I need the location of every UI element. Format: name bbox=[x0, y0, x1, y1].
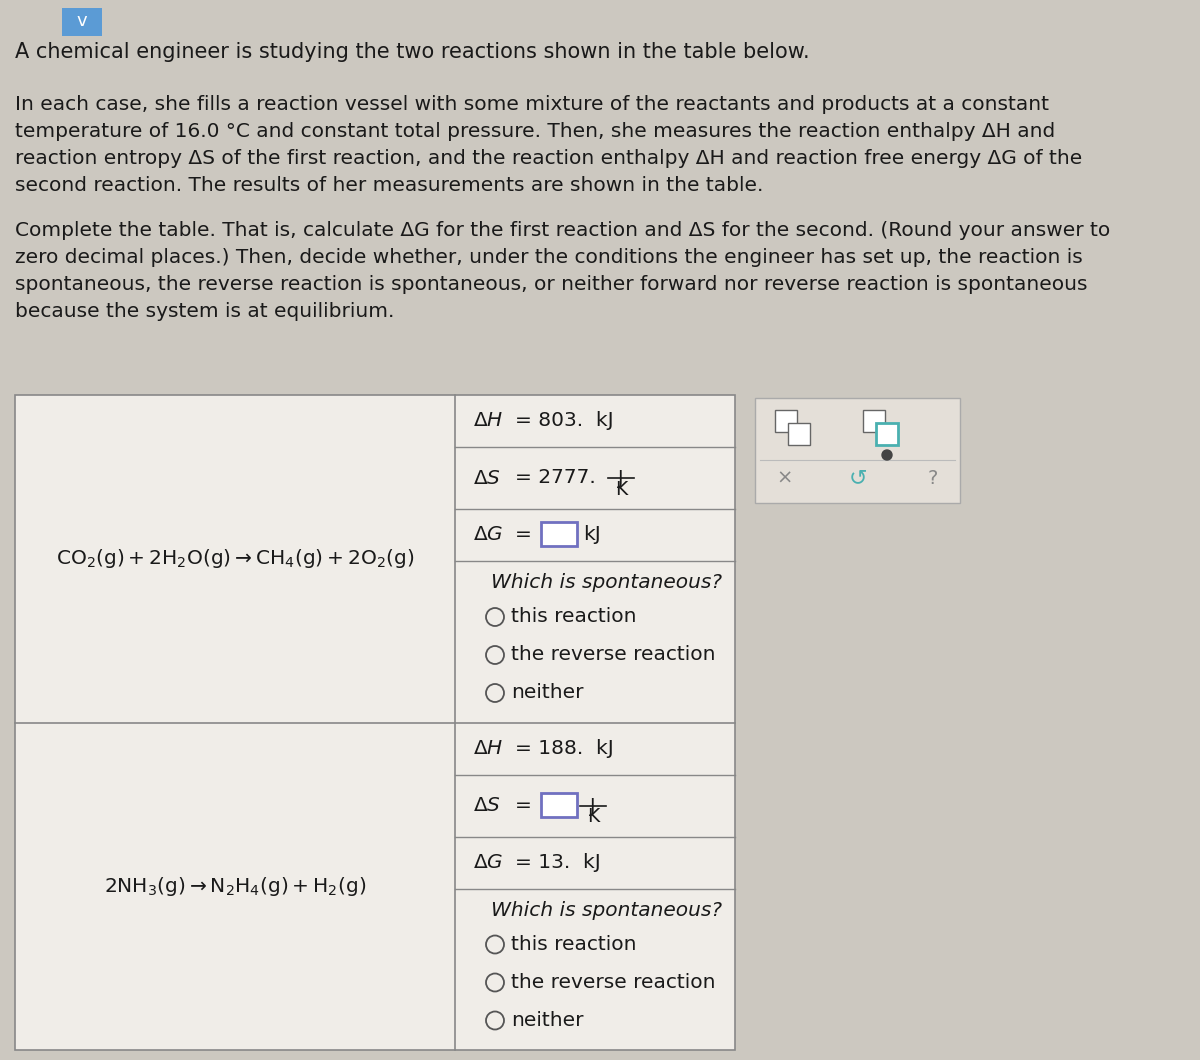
Text: ×: × bbox=[776, 469, 793, 488]
Text: reaction entropy ΔS of the first reaction, and the reaction enthalpy ΔH and reac: reaction entropy ΔS of the first reactio… bbox=[14, 149, 1082, 167]
Text: J: J bbox=[590, 796, 595, 815]
Text: the reverse reaction: the reverse reaction bbox=[511, 644, 715, 664]
Text: because the system is at equilibrium.: because the system is at equilibrium. bbox=[14, 302, 395, 321]
Text: $\Delta S$: $\Delta S$ bbox=[473, 796, 500, 815]
Text: kJ: kJ bbox=[583, 525, 601, 544]
Text: = 803.  kJ: = 803. kJ bbox=[515, 411, 613, 430]
Text: second reaction. The results of her measurements are shown in the table.: second reaction. The results of her meas… bbox=[14, 176, 763, 195]
Text: neither: neither bbox=[511, 683, 583, 702]
Text: this reaction: this reaction bbox=[511, 607, 636, 626]
Text: $\Delta G$: $\Delta G$ bbox=[473, 853, 503, 872]
Bar bbox=[541, 522, 577, 546]
Bar bbox=[62, 8, 102, 36]
Bar bbox=[14, 395, 734, 1050]
Bar bbox=[788, 423, 810, 445]
Bar bbox=[541, 793, 577, 816]
Text: $\Delta S$: $\Delta S$ bbox=[473, 469, 500, 488]
Text: = 13.  kJ: = 13. kJ bbox=[515, 852, 601, 871]
Text: K: K bbox=[614, 480, 628, 499]
Text: J: J bbox=[618, 469, 624, 488]
Text: $\mathrm{CO_2(g) + 2H_2O(g) \rightarrow CH_4(g) + 2O_2(g)}$: $\mathrm{CO_2(g) + 2H_2O(g) \rightarrow … bbox=[55, 547, 414, 570]
Text: Complete the table. That is, calculate ΔG for the first reaction and ΔS for the : Complete the table. That is, calculate Δ… bbox=[14, 220, 1110, 240]
Text: = 2777.: = 2777. bbox=[515, 469, 595, 487]
Bar bbox=[775, 410, 797, 432]
Text: neither: neither bbox=[511, 1010, 583, 1029]
Text: = 188.  kJ: = 188. kJ bbox=[515, 739, 613, 758]
Circle shape bbox=[882, 450, 892, 460]
Text: the reverse reaction: the reverse reaction bbox=[511, 972, 715, 991]
Text: =: = bbox=[515, 795, 532, 814]
Text: this reaction: this reaction bbox=[511, 935, 636, 954]
Text: $\Delta H$: $\Delta H$ bbox=[473, 411, 503, 430]
Text: $\mathrm{2NH_3(g) \rightarrow N_2H_4(g) + H_2(g)}$: $\mathrm{2NH_3(g) \rightarrow N_2H_4(g) … bbox=[104, 874, 366, 898]
Text: $\Delta G$: $\Delta G$ bbox=[473, 526, 503, 545]
Text: ?: ? bbox=[928, 469, 938, 488]
Text: spontaneous, the reverse reaction is spontaneous, or neither forward nor reverse: spontaneous, the reverse reaction is spo… bbox=[14, 275, 1087, 294]
Text: $\Delta H$: $\Delta H$ bbox=[473, 739, 503, 758]
Text: zero decimal places.) Then, decide whether, under the conditions the engineer ha: zero decimal places.) Then, decide wheth… bbox=[14, 248, 1082, 267]
Text: ↺: ↺ bbox=[848, 469, 868, 488]
Bar bbox=[876, 423, 898, 445]
Text: temperature of 16.0 °C and constant total pressure. Then, she measures the react: temperature of 16.0 °C and constant tota… bbox=[14, 122, 1055, 141]
Bar bbox=[863, 410, 886, 432]
Bar bbox=[755, 398, 960, 504]
Text: A chemical engineer is studying the two reactions shown in the table below.: A chemical engineer is studying the two … bbox=[14, 42, 810, 61]
Text: =: = bbox=[515, 525, 532, 544]
Text: In each case, she fills a reaction vessel with some mixture of the reactants and: In each case, she fills a reaction vesse… bbox=[14, 95, 1049, 114]
Text: K: K bbox=[587, 808, 599, 827]
Text: Which is spontaneous?: Which is spontaneous? bbox=[491, 573, 722, 591]
Text: v: v bbox=[77, 12, 88, 30]
Text: Which is spontaneous?: Which is spontaneous? bbox=[491, 901, 722, 919]
